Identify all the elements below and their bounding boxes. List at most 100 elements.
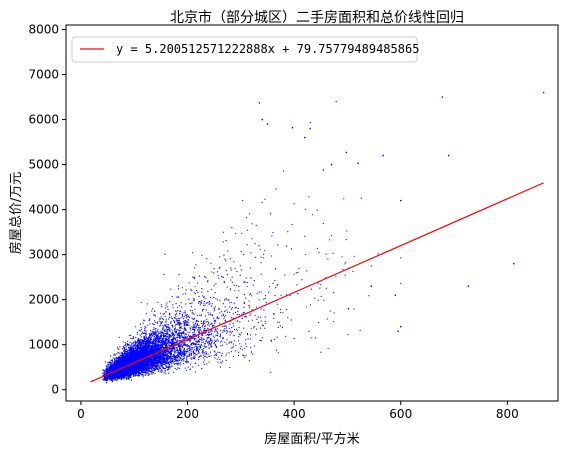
scatter-point — [187, 366, 189, 368]
scatter-point — [316, 247, 319, 249]
scatter-point — [219, 334, 222, 336]
scatter-point — [198, 324, 200, 327]
scatter-point — [207, 342, 209, 344]
scatter-point — [159, 318, 161, 320]
scatter-point — [174, 310, 177, 312]
scatter-point — [243, 311, 245, 313]
scatter-point — [181, 353, 183, 355]
scatter-point — [157, 365, 159, 367]
scatter-point — [208, 341, 210, 343]
scatter-point — [189, 331, 191, 333]
scatter-point — [202, 324, 204, 326]
scatter-point — [195, 264, 197, 266]
scatter-point — [115, 357, 117, 359]
scatter-point — [322, 223, 324, 225]
scatter-point — [117, 346, 119, 348]
scatter-point — [232, 347, 234, 349]
scatter-point — [180, 334, 182, 336]
scatter-point — [207, 328, 209, 330]
scatter-point — [345, 239, 347, 241]
scatter-point — [195, 325, 197, 327]
scatter-point — [183, 348, 185, 351]
scatter-point — [208, 301, 210, 304]
scatter-point — [160, 342, 162, 344]
scatter-point — [217, 351, 219, 353]
scatter-point — [244, 356, 246, 358]
scatter-point — [251, 319, 253, 321]
scatter-point — [200, 302, 202, 304]
scatter-point — [187, 321, 189, 324]
scatter-point — [169, 301, 171, 303]
scatter-point — [208, 347, 210, 349]
scatter-point — [202, 351, 204, 353]
scatter-point — [151, 372, 153, 374]
scatter-point — [194, 343, 196, 346]
scatter-point — [241, 349, 243, 351]
scatter-point — [238, 326, 240, 329]
scatter-point — [217, 275, 219, 277]
scatter-point — [168, 367, 170, 369]
scatter-point — [243, 280, 245, 282]
scatter-point — [190, 363, 192, 365]
scatter-point — [150, 336, 153, 338]
scatter-point — [213, 272, 215, 274]
scatter-point — [253, 280, 255, 282]
scatter-point — [182, 358, 184, 360]
scatter-point — [239, 343, 241, 345]
scatter-point — [185, 322, 187, 324]
scatter-point — [199, 304, 201, 306]
scatter-point — [249, 267, 251, 269]
scatter-point — [229, 323, 231, 325]
scatter-point — [168, 356, 170, 358]
scatter-point — [166, 302, 168, 304]
scatter-point — [190, 329, 192, 331]
scatter-point — [223, 254, 225, 256]
scatter-point — [238, 351, 240, 353]
scatter-point — [151, 371, 154, 373]
scatter-point — [250, 347, 252, 349]
scatter-point — [163, 273, 165, 276]
scatter-point — [270, 340, 273, 342]
scatter-point — [213, 337, 215, 339]
scatter-point — [163, 358, 166, 360]
scatter-point — [181, 316, 183, 318]
scatter-point — [180, 355, 183, 357]
scatter-point — [199, 339, 201, 341]
scatter-point — [200, 322, 202, 325]
scatter-point — [205, 276, 207, 279]
scatter-point — [277, 326, 279, 329]
scatter-point — [280, 294, 282, 296]
scatter-point — [176, 322, 178, 324]
scatter-point — [225, 309, 227, 312]
scatter-point — [200, 315, 202, 317]
scatter-point — [223, 281, 225, 283]
scatter-point — [205, 353, 207, 355]
scatter-point — [169, 367, 171, 369]
scatter-point — [182, 346, 184, 349]
scatter-point — [220, 315, 222, 317]
scatter-point — [203, 323, 205, 325]
scatter-point — [156, 335, 158, 338]
scatter-point — [187, 331, 189, 333]
scatter-point — [213, 343, 215, 345]
scatter-point — [270, 371, 272, 373]
scatter-point — [170, 288, 172, 290]
scatter-point — [181, 327, 183, 329]
scatter-point — [192, 331, 194, 334]
scatter-point — [206, 363, 208, 365]
scatter-point — [170, 321, 172, 323]
scatter-point — [164, 253, 166, 255]
scatter-point — [165, 331, 167, 333]
scatter-point — [160, 316, 162, 318]
scatter-point — [214, 351, 216, 353]
scatter-point — [204, 332, 206, 334]
scatter-point — [279, 308, 282, 310]
scatter-point — [220, 345, 222, 347]
scatter-point — [190, 354, 192, 356]
scatter-point — [325, 253, 327, 255]
scatter-point — [207, 344, 210, 346]
scatter-point — [180, 311, 182, 313]
scatter-points — [102, 101, 402, 384]
scatter-point — [224, 258, 226, 260]
scatter-point — [130, 345, 132, 347]
